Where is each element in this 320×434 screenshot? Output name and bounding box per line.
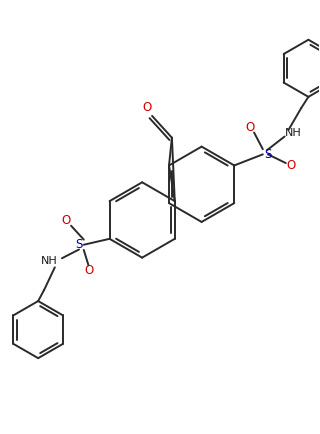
Text: S: S bbox=[264, 148, 272, 161]
Text: O: O bbox=[84, 264, 93, 277]
Text: O: O bbox=[287, 159, 296, 172]
Text: NH: NH bbox=[41, 256, 57, 266]
Text: O: O bbox=[62, 214, 71, 227]
Text: O: O bbox=[245, 121, 255, 134]
Text: S: S bbox=[75, 238, 82, 251]
Text: NH: NH bbox=[285, 128, 302, 138]
Text: O: O bbox=[143, 101, 152, 114]
